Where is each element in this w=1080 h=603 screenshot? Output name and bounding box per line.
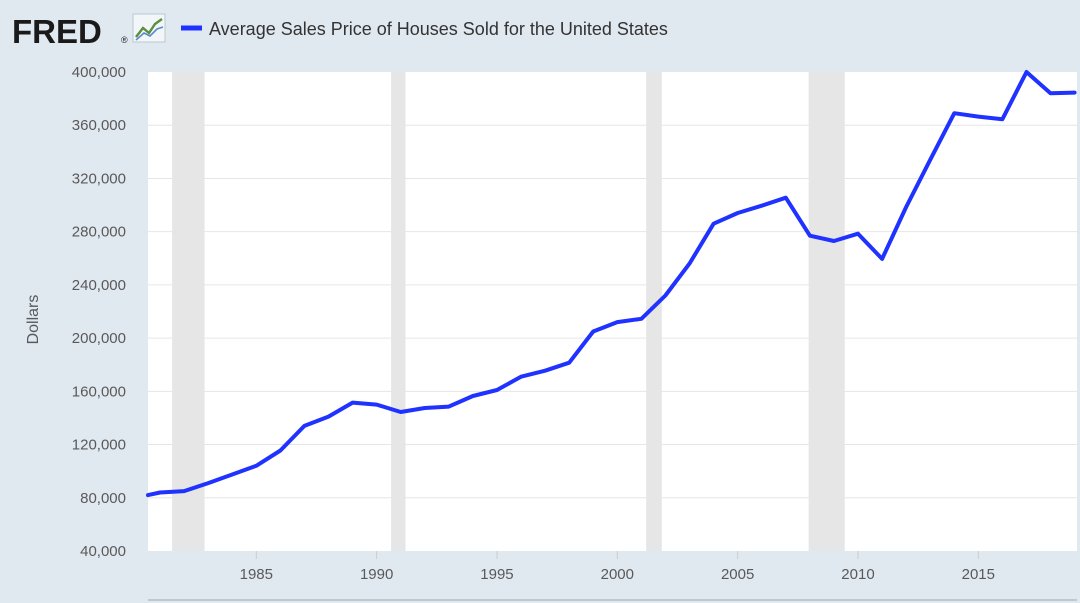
x-tick-label-4: 2005 (721, 566, 754, 583)
legend: Average Sales Price of Houses Sold for t… (181, 19, 668, 39)
plot-background (148, 72, 1077, 551)
y-tick-label-9: 400,000 (72, 64, 126, 81)
recession-band-1 (391, 72, 406, 551)
y-tick-label-2: 120,000 (72, 437, 126, 454)
y-axis-title: Dollars (25, 295, 42, 345)
x-tick-label-1: 1990 (360, 566, 393, 583)
x-tick-label-6: 2015 (962, 566, 995, 583)
x-tick-label-0: 1985 (240, 566, 273, 583)
x-tick-label-3: 2000 (601, 566, 634, 583)
fred-logo-text: FRED (12, 13, 102, 50)
y-tick-label-6: 280,000 (72, 224, 126, 241)
y-tick-label-7: 320,000 (72, 170, 126, 187)
x-tick-label-5: 2010 (841, 566, 874, 583)
y-tick-label-3: 160,000 (72, 383, 126, 400)
legend-label: Average Sales Price of Houses Sold for t… (209, 19, 668, 39)
fred-graph-icon (132, 13, 166, 43)
y-tick-label-5: 240,000 (72, 277, 126, 294)
registered-mark: ® (121, 35, 128, 45)
plot-area: 40,000 80,000 120,000 160,000 200,000 240,000… (72, 64, 1077, 601)
y-tick-label-0: 40,000 (80, 543, 126, 560)
y-tick-label-8: 360,000 (72, 117, 126, 134)
fred-logo: FRED ® (12, 13, 166, 50)
y-tick-label-4: 200,000 (72, 330, 126, 347)
x-tick-label-2: 1995 (480, 566, 513, 583)
recession-band-3 (808, 72, 845, 551)
y-tick-label-1: 80,000 (80, 490, 126, 507)
recession-band-2 (646, 72, 662, 551)
recession-band-0 (172, 72, 205, 551)
series-line (146, 70, 1077, 498)
